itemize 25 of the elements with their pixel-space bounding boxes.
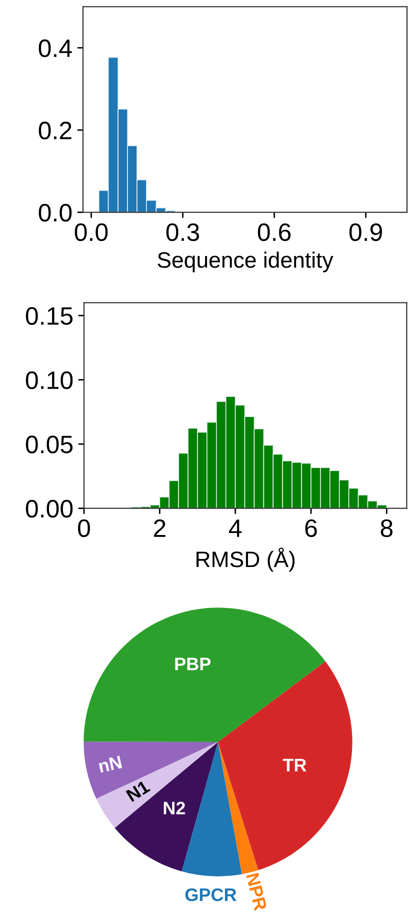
x-axis-title: Sequence identity <box>158 252 334 272</box>
x-tick-label: 0.9 <box>349 223 382 242</box>
y-tick-label: 0.00 <box>26 500 73 518</box>
y-tick-label: 0.0 <box>38 204 72 222</box>
y-tick-label: 0.2 <box>38 122 72 140</box>
slice-label: GPCR <box>185 888 236 902</box>
y-tick-label: 0.4 <box>38 39 72 58</box>
slice-label: N1 <box>126 780 150 802</box>
y-tick-label: 0.10 <box>26 371 73 390</box>
x-tick-label: 2 <box>154 519 166 537</box>
slice-label: TR <box>282 758 306 772</box>
y-tick-label: 0.15 <box>26 307 73 325</box>
slice-label: NPR <box>246 872 268 912</box>
x-tick-label: 8 <box>380 519 393 538</box>
x-tick-label: 0 <box>78 519 90 538</box>
x-axis-title: RMSD (Å) <box>196 548 295 572</box>
x-tick-label: 4 <box>228 520 242 537</box>
slice-label: PBP <box>175 658 211 670</box>
y-tick-label: 0.05 <box>26 436 73 454</box>
x-tick-label: 0.3 <box>166 223 200 242</box>
slice-label: nN <box>98 756 122 773</box>
x-tick-label: 0.0 <box>74 223 108 242</box>
slice-label: N2 <box>164 802 185 814</box>
x-tick-label: 6 <box>305 519 317 538</box>
x-tick-label: 0.6 <box>258 223 291 242</box>
